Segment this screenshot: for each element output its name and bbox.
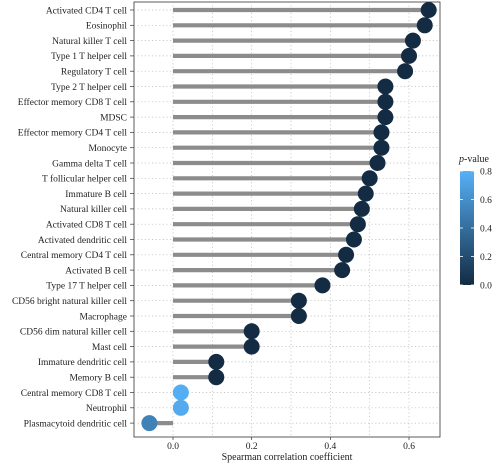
plot-panel bbox=[133, 1, 441, 438]
lollipop-point bbox=[377, 109, 394, 126]
lollipop-point bbox=[377, 93, 394, 110]
plot-border bbox=[133, 1, 441, 438]
legend-tick-label: 0.2 bbox=[480, 253, 492, 263]
legend-title: p-value bbox=[458, 154, 490, 165]
lollipop-point bbox=[416, 17, 433, 34]
y-tick-label: Activated B cell bbox=[65, 266, 127, 276]
y-tick-label: Plasmacytoid dendritic cell bbox=[24, 419, 128, 429]
lollipop-point bbox=[361, 170, 378, 187]
y-tick-label: Activated CD8 T cell bbox=[46, 221, 128, 231]
legend-tick-label: 0.8 bbox=[480, 167, 492, 177]
lollipop-point bbox=[345, 231, 362, 248]
y-tick-label: Type 1 T helper cell bbox=[51, 52, 127, 62]
lollipop-point bbox=[172, 399, 189, 416]
lollipop-point bbox=[357, 185, 374, 202]
x-tick-label: 0.4 bbox=[324, 442, 336, 452]
legend-tick-label: 0.0 bbox=[480, 281, 492, 291]
lollipop-point bbox=[338, 246, 355, 263]
x-axis: 0.0 0.2 0.4 0.6 bbox=[167, 437, 415, 452]
lollipop-point bbox=[290, 292, 307, 309]
lollipop-point bbox=[243, 323, 260, 340]
y-tick-label: Effector memory CD8 T cell bbox=[18, 97, 128, 108]
lollipop-point bbox=[353, 200, 370, 217]
y-tick-label: CD56 dim natural killer cell bbox=[20, 328, 127, 338]
lollipop-point bbox=[334, 262, 351, 279]
y-tick-label: Effector memory CD4 T cell bbox=[18, 128, 128, 139]
y-tick-label: Type 17 T helper cell bbox=[46, 282, 127, 292]
y-tick-label: Type 2 T helper cell bbox=[51, 83, 127, 93]
lollipop-point bbox=[290, 308, 307, 324]
legend-colorbar bbox=[460, 171, 474, 285]
lollipop-point bbox=[349, 216, 366, 233]
lollipop-point bbox=[172, 384, 189, 401]
legend-tick-label: 0.4 bbox=[480, 224, 492, 234]
y-tick-label: Memory B cell bbox=[69, 374, 127, 384]
y-tick-label: Regulatory T cell bbox=[61, 68, 127, 78]
lollipop-point bbox=[373, 124, 390, 141]
y-tick-label: Neutrophil bbox=[86, 404, 128, 414]
lollipop-point bbox=[373, 139, 390, 156]
lollipop-point bbox=[377, 78, 394, 95]
y-tick-label: MDSC bbox=[100, 113, 127, 123]
y-tick-label: T follicular helper cell bbox=[42, 174, 127, 185]
lollipop-point bbox=[369, 155, 386, 171]
y-tick-label: Activated dendritic cell bbox=[38, 236, 128, 246]
p-value-legend: p-value 0.0 0.2 0.4 0.6 0.8 bbox=[458, 154, 492, 291]
lollipop-point bbox=[141, 415, 158, 432]
y-tick-label: CD56 bright natural killer cell bbox=[12, 297, 127, 307]
lollipop-point bbox=[208, 369, 225, 386]
x-axis-title: Spearman correlation coefficient bbox=[222, 452, 353, 463]
lollipop-point bbox=[401, 47, 417, 64]
y-tick-label: Gamma delta T cell bbox=[52, 159, 127, 169]
x-tick-label: 0.0 bbox=[167, 442, 179, 452]
y-tick-label: Natural killer cell bbox=[60, 205, 127, 215]
y-tick-label: Natural killer T cell bbox=[52, 37, 127, 47]
y-tick-label: Central memory CD4 T cell bbox=[21, 251, 128, 261]
y-axis-labels: Activated CD4 T cell Eosinophil Natural ki… bbox=[12, 6, 134, 429]
y-tick-label: Immature dendritic cell bbox=[38, 358, 128, 368]
lollipop-point bbox=[404, 32, 421, 49]
x-tick-label: 0.6 bbox=[403, 442, 415, 452]
lollipop-point bbox=[243, 338, 260, 355]
y-tick-label: Immature B cell bbox=[65, 190, 127, 200]
y-tick-label: Central memory CD8 T cell bbox=[21, 389, 128, 399]
lollipop-point bbox=[420, 2, 437, 18]
y-tick-label: Macrophage bbox=[80, 312, 127, 322]
y-tick-label: Activated CD4 T cell bbox=[46, 6, 128, 16]
legend-tick-label: 0.6 bbox=[480, 196, 492, 206]
y-tick-label: Mast cell bbox=[92, 343, 127, 353]
y-tick-label: Eosinophil bbox=[86, 22, 128, 32]
x-tick-label: 0.2 bbox=[246, 442, 258, 452]
lollipop-point bbox=[208, 353, 225, 370]
y-tick-label: Monocyte bbox=[88, 144, 127, 154]
lollipop-point bbox=[314, 277, 331, 294]
lollipop-point bbox=[397, 63, 414, 80]
